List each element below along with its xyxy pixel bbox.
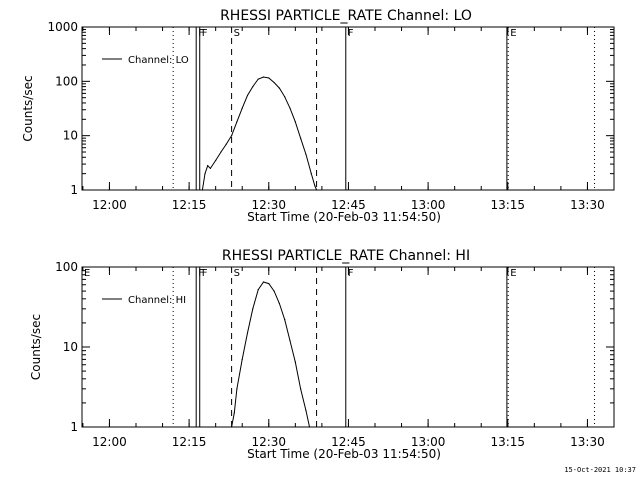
data-point bbox=[201, 189, 203, 191]
series-line bbox=[231, 281, 310, 428]
data-point bbox=[220, 151, 222, 153]
x-tick-label: 12:15 bbox=[172, 435, 207, 449]
data-point bbox=[204, 173, 206, 175]
y-tick-label: 10 bbox=[63, 340, 78, 354]
data-point bbox=[209, 167, 211, 169]
x-axis-label: Start Time (20-Feb-03 11:54:50) bbox=[247, 210, 441, 224]
data-point bbox=[300, 137, 302, 139]
x-tick-label: 13:00 bbox=[411, 435, 446, 449]
series-line bbox=[201, 76, 318, 191]
data-point bbox=[308, 426, 311, 428]
marker-label: E bbox=[510, 28, 516, 39]
data-point bbox=[278, 87, 280, 89]
legend-label: Channel: HI bbox=[128, 295, 186, 306]
marker-label: E bbox=[510, 268, 516, 279]
data-point bbox=[246, 332, 249, 334]
data-point bbox=[257, 78, 259, 80]
marker-label: F bbox=[198, 268, 204, 279]
data-point bbox=[284, 319, 286, 321]
data-point bbox=[207, 165, 209, 167]
data-point bbox=[289, 107, 291, 109]
data-point bbox=[294, 361, 296, 363]
y-axis-label: Counts/sec bbox=[29, 314, 43, 380]
data-point bbox=[305, 153, 307, 156]
y-tick-label: 1 bbox=[70, 420, 78, 434]
x-tick-label: 13:15 bbox=[490, 198, 525, 212]
data-point bbox=[236, 121, 238, 123]
x-tick-label: 13:30 bbox=[570, 198, 605, 212]
data-point bbox=[268, 77, 270, 79]
y-tick-label: 10 bbox=[63, 129, 78, 143]
data-point bbox=[310, 173, 312, 175]
data-point bbox=[230, 426, 233, 428]
data-point bbox=[278, 302, 280, 305]
y-tick-label: 1 bbox=[70, 183, 78, 197]
data-point bbox=[236, 388, 238, 390]
y-tick-label: 1000 bbox=[47, 20, 78, 34]
plot-frame bbox=[81, 266, 615, 428]
y-axis-label: Counts/sec bbox=[21, 75, 35, 141]
data-point bbox=[230, 135, 233, 137]
data-point bbox=[273, 290, 275, 292]
x-tick-label: 12:00 bbox=[92, 435, 127, 449]
data-point bbox=[268, 283, 270, 285]
y-tick-label: 100 bbox=[55, 260, 78, 274]
x-tick-label: 12:00 bbox=[92, 198, 127, 212]
data-point bbox=[225, 143, 227, 145]
data-point bbox=[284, 96, 286, 98]
chart-panel-2: RHESSI PARTICLE_RATE Channel: HI 1 10 100 12… bbox=[29, 248, 615, 461]
marker-label: F bbox=[348, 268, 354, 279]
data-point bbox=[314, 185, 316, 187]
chart-title: RHESSI PARTICLE_RATE Channel: LO bbox=[220, 8, 472, 24]
legend-label: Channel: LO bbox=[128, 55, 189, 66]
plot-frame bbox=[81, 26, 615, 191]
data-point bbox=[241, 358, 243, 360]
x-tick-label: 12:45 bbox=[331, 198, 366, 212]
data-point bbox=[294, 121, 296, 123]
footer-timestamp: 15-Oct-2021 10:37 bbox=[564, 466, 636, 474]
data-point bbox=[241, 107, 243, 109]
data-point bbox=[289, 340, 291, 342]
x-tick-label: 12:45 bbox=[331, 435, 366, 449]
x-tick-label: 13:15 bbox=[490, 435, 525, 449]
x-tick-label: 12:15 bbox=[172, 198, 207, 212]
data-point bbox=[252, 85, 254, 88]
data-point bbox=[215, 159, 217, 162]
data-point bbox=[262, 281, 265, 283]
chart-title: RHESSI PARTICLE_RATE Channel: HI bbox=[222, 248, 470, 264]
data-point bbox=[273, 81, 275, 84]
data-point bbox=[246, 94, 249, 97]
marker-label: F bbox=[202, 28, 208, 39]
x-tick-label: 12:30 bbox=[251, 435, 286, 449]
data-point bbox=[257, 289, 259, 291]
x-tick-label: 13:30 bbox=[570, 435, 605, 449]
marker-label: S bbox=[234, 268, 240, 279]
data-point bbox=[315, 189, 318, 191]
data-point bbox=[252, 308, 254, 310]
data-point bbox=[305, 410, 307, 412]
y-tick-label: 100 bbox=[55, 74, 78, 88]
marker-label: S bbox=[234, 28, 240, 39]
data-point bbox=[233, 412, 235, 414]
marker-label: F bbox=[198, 28, 204, 39]
chart-panel-1: RHESSI PARTICLE_RATE Channel: LO 1 10 100 10… bbox=[21, 8, 615, 224]
x-tick-label: 12:30 bbox=[251, 198, 286, 212]
marker-label: F bbox=[348, 28, 354, 39]
data-point bbox=[262, 76, 265, 78]
x-tick-label: 13:00 bbox=[411, 198, 446, 212]
x-axis-label: Start Time (20-Feb-03 11:54:50) bbox=[247, 447, 441, 461]
marker-label: F bbox=[202, 268, 208, 279]
marker-label: E bbox=[84, 268, 90, 279]
data-point bbox=[300, 388, 302, 390]
